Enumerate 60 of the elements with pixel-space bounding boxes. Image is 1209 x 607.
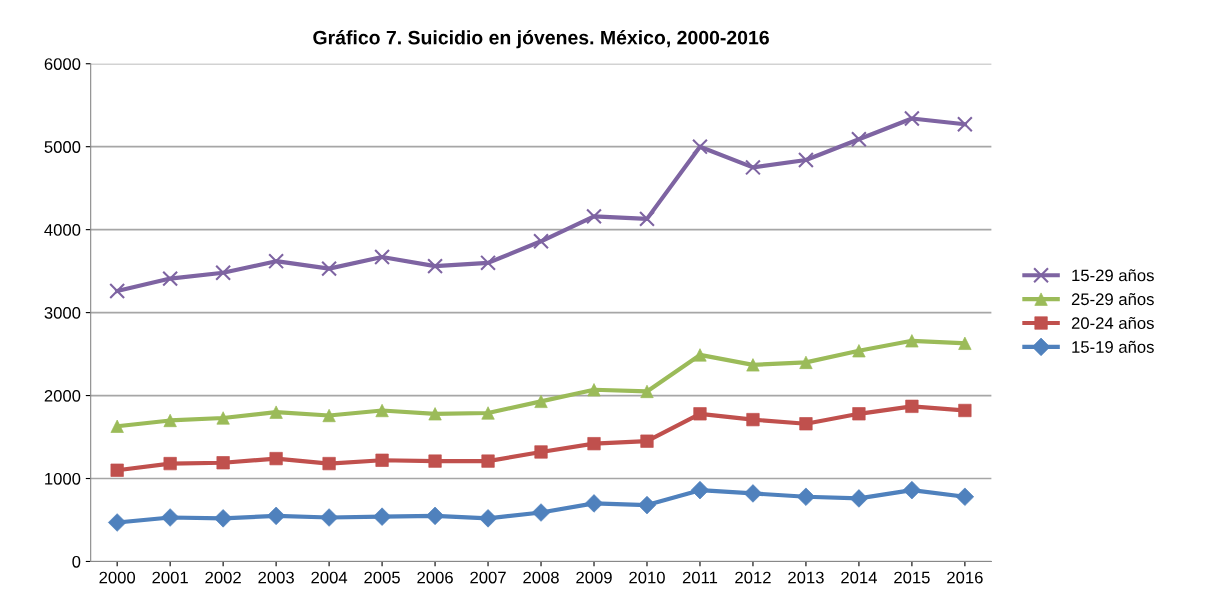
point: [321, 260, 338, 277]
x-tick-label: 2004: [311, 571, 348, 584]
x-tick-label: 2016: [947, 571, 983, 584]
point: [162, 270, 179, 287]
x-tick-label: 2008: [523, 571, 559, 584]
x-tick-label: 2005: [364, 571, 400, 584]
point: [956, 116, 973, 133]
legend-label: 15-19 años: [1072, 340, 1154, 353]
y-tick-label: 4000: [44, 224, 81, 236]
x-tick-label: 2014: [841, 571, 877, 584]
x-tick-label: 2007: [470, 571, 506, 584]
y-tick-label: 0: [72, 555, 81, 568]
x-tick-label: 2015: [894, 571, 930, 584]
point: [903, 110, 920, 127]
point: [743, 484, 763, 503]
x-tick-label: 2010: [629, 571, 665, 584]
x-tick-label: 2011: [682, 571, 718, 584]
point: [109, 283, 126, 300]
point: [691, 138, 708, 155]
y-tick-label: 2000: [44, 389, 81, 402]
legend-label: 15-29 años: [1072, 269, 1154, 282]
point: [584, 494, 604, 513]
point: [374, 249, 391, 266]
y-tick-label: 3000: [44, 307, 81, 319]
x-tick-label: 2009: [576, 571, 612, 584]
x-tick-label: 2001: [152, 571, 188, 584]
legend-label: 25-29 años: [1071, 293, 1154, 306]
point: [640, 384, 654, 399]
x-tick-label: 2006: [417, 571, 453, 584]
legend-label: 20-24 años: [1071, 316, 1154, 330]
point: [427, 258, 444, 275]
point: [163, 413, 177, 428]
point: [107, 513, 127, 532]
y-tick-label: 6000: [44, 58, 81, 70]
point: [797, 151, 814, 168]
point: [110, 419, 124, 433]
point: [586, 208, 602, 225]
x-tick-label: 2012: [735, 571, 771, 584]
point: [375, 453, 389, 467]
point: [533, 233, 550, 250]
point: [958, 336, 972, 350]
x-tick-label: 2000: [99, 571, 136, 584]
y-tick-label: 5000: [44, 141, 81, 153]
x-tick-label: 2003: [258, 571, 294, 584]
point: [746, 413, 760, 427]
point: [531, 503, 551, 522]
point: [850, 131, 867, 148]
chart-title: Gráfico 7. Suicidio en jóvenes. México, 2000-2016: [313, 30, 769, 49]
point: [480, 254, 497, 271]
x-tick-label: 2013: [788, 571, 824, 584]
point: [163, 456, 177, 471]
x-tick-label: 2002: [205, 571, 241, 584]
point: [639, 210, 655, 227]
point: [268, 253, 285, 270]
point: [958, 403, 972, 418]
point: [375, 403, 389, 418]
y-tick-label: 1000: [45, 472, 81, 485]
point: [160, 508, 180, 527]
point: [744, 159, 761, 176]
point: [215, 264, 232, 281]
